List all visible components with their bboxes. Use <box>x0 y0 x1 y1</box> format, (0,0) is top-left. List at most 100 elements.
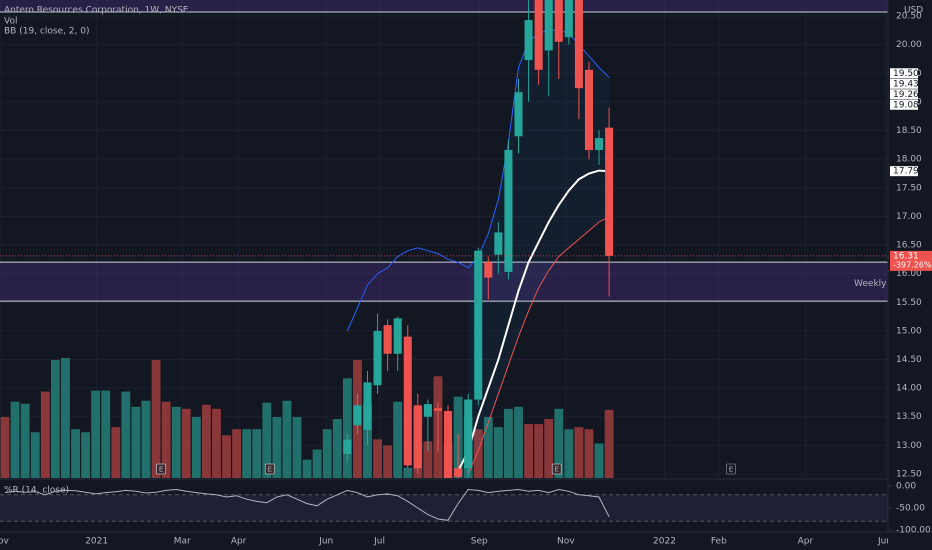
volume-bar <box>71 429 80 478</box>
volume-legend: Vol <box>4 17 17 27</box>
volume-bar <box>191 416 201 478</box>
earnings-label: E <box>729 466 733 474</box>
y-tick-label: 15.50 <box>896 298 922 308</box>
y-tick-label: 15.00 <box>896 326 922 336</box>
currency-label: USD <box>904 6 923 16</box>
earnings-label: E <box>159 466 163 474</box>
volume-bar <box>604 409 614 478</box>
candle-body <box>474 250 483 400</box>
candle-body <box>373 330 382 386</box>
candle-body <box>514 92 523 137</box>
candle-body <box>494 232 503 255</box>
candle-body <box>363 382 372 430</box>
volume-bar <box>131 406 141 478</box>
candle-body <box>403 336 412 466</box>
volume-bar <box>534 424 544 478</box>
volume-bar <box>20 403 30 478</box>
volume-bar <box>473 429 483 478</box>
candle-body <box>504 149 513 272</box>
wr-band <box>0 494 888 522</box>
volume-bar <box>483 416 493 478</box>
candle-body <box>595 137 604 150</box>
x-tick-label: Sep <box>471 537 488 547</box>
volume-bar <box>61 358 70 478</box>
candle-body <box>605 127 614 256</box>
volume-bar <box>212 408 221 478</box>
volume-bar <box>544 419 554 478</box>
volume-bar <box>10 401 20 478</box>
volume-bar <box>50 360 60 478</box>
volume-bar <box>332 419 342 478</box>
price-label: 19.50 <box>893 69 919 79</box>
x-tick-label: Feb <box>711 537 727 547</box>
volume-bar <box>252 429 262 478</box>
y-tick-label: 17.00 <box>896 212 922 222</box>
y-tick-label: 20.00 <box>896 40 922 50</box>
volume-bar <box>161 401 171 478</box>
last-price-box <box>890 250 932 271</box>
zone <box>0 0 888 13</box>
volume-bar <box>423 441 433 478</box>
volume-bar <box>171 406 181 478</box>
candle-body <box>584 69 594 150</box>
x-tick-label: 2021 <box>85 537 108 547</box>
last-price-change: -397.26% <box>893 260 932 269</box>
y-tick-label: 17.50 <box>896 183 922 193</box>
price-label-box <box>890 78 918 89</box>
wr-legend: %R (14, close) <box>4 486 69 496</box>
volume-bar <box>393 401 403 478</box>
earnings-label: E <box>268 466 272 474</box>
candle-body <box>353 405 362 426</box>
price-label-box <box>890 68 918 79</box>
volume-bar <box>574 427 584 478</box>
earnings-marker <box>264 463 275 475</box>
zone-label: Weekly De <box>854 279 902 289</box>
volume-bar <box>81 432 91 478</box>
volume-bar <box>91 390 101 478</box>
volume-bar <box>222 435 231 478</box>
price-label-box <box>890 89 918 100</box>
volume-bar <box>524 424 534 478</box>
price-label-box <box>890 99 918 110</box>
volume-bar <box>232 429 242 478</box>
volume-bar <box>554 408 564 478</box>
volume-bar <box>101 390 111 478</box>
y-tick-label: 16.00 <box>896 269 922 279</box>
volume-bar <box>40 391 50 478</box>
candle-body <box>484 262 493 278</box>
volume-bar <box>584 429 594 478</box>
earnings-label: E <box>555 466 559 474</box>
y-tick-label: 13.00 <box>896 441 922 451</box>
earnings-marker <box>551 463 562 475</box>
candle-body <box>433 408 442 412</box>
candle-body <box>343 439 352 454</box>
price-pane: Weekly De E E E E <box>0 0 902 478</box>
volume-bar <box>302 459 312 478</box>
volume-bar <box>272 416 282 478</box>
candle-body <box>423 404 432 417</box>
volume-bar <box>30 432 40 478</box>
volume-bar <box>504 408 513 478</box>
y-tick-label: 16.50 <box>896 241 922 251</box>
wr-line <box>4 488 610 521</box>
volume-bar <box>242 429 252 478</box>
volume-bar <box>564 429 574 478</box>
volume-bar <box>403 467 413 478</box>
x-tick-label: Apr <box>798 537 814 547</box>
x-tick-label: 2022 <box>653 537 676 547</box>
price-label-box <box>890 166 918 177</box>
volume-bar <box>121 391 131 478</box>
volume-bar <box>201 404 211 478</box>
price-label: 19.26 <box>893 90 919 100</box>
wr-tick-label: 0.00 <box>896 482 916 492</box>
x-tick-label: Nov <box>0 537 9 547</box>
candle-body <box>524 20 533 61</box>
volume-bar <box>342 378 352 478</box>
volume-bar <box>181 408 191 478</box>
x-tick-label: Jun <box>318 537 333 547</box>
volume-bar <box>514 406 523 478</box>
x-tick-label: Apr <box>231 537 247 547</box>
volume-bar <box>0 416 10 478</box>
volume-bar <box>141 400 151 478</box>
